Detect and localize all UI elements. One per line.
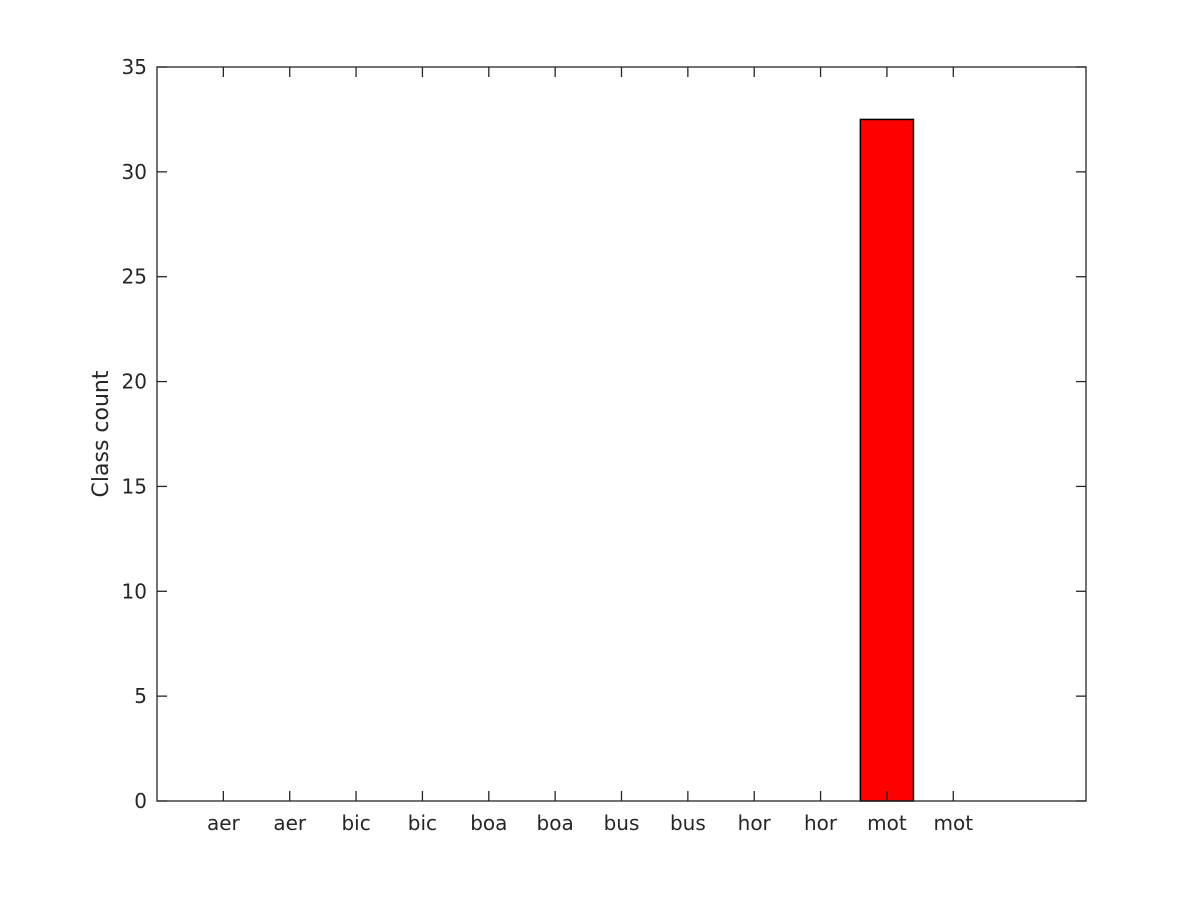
ticks-layer xyxy=(157,66,1086,802)
x-tick-label-mot-10: mot xyxy=(867,811,907,835)
x-tick-label-bus-6: bus xyxy=(604,811,640,835)
y-tick-label-10: 10 xyxy=(122,579,147,603)
x-tick-label-mot-11: mot xyxy=(934,811,974,835)
y-tick-label-15: 15 xyxy=(122,474,147,498)
labels-layer: 0 5 10 15 20 25 30 35 aer aer bic bic boa boa bus bus ho… xyxy=(122,55,974,835)
x-tick-label-boa-4: boa xyxy=(470,811,507,835)
y-tick-label-25: 25 xyxy=(122,265,147,289)
y-tick-label-20: 20 xyxy=(122,370,147,394)
x-tick-label-bic-2: bic xyxy=(341,811,370,835)
y-tick-label-0: 0 xyxy=(134,789,147,813)
y-tick-label-5: 5 xyxy=(134,684,147,708)
y-tick-label-35: 35 xyxy=(122,55,147,79)
x-tick-label-boa-5: boa xyxy=(537,811,574,835)
axes-box xyxy=(156,66,1087,802)
x-tick-label-aer-0: aer xyxy=(207,811,241,835)
x-tick-label-hor-9: hor xyxy=(804,811,838,835)
bars-layer xyxy=(859,118,915,802)
x-tick-label-aer-1: aer xyxy=(273,811,307,835)
x-tick-label-hor-8: hor xyxy=(738,811,772,835)
x-tick-label-bic-3: bic xyxy=(408,811,437,835)
y-axis-label: Class count xyxy=(89,370,114,497)
bar-mot-10 xyxy=(859,118,915,802)
y-tick-label-30: 30 xyxy=(122,160,147,184)
x-tick-label-bus-7: bus xyxy=(670,811,706,835)
